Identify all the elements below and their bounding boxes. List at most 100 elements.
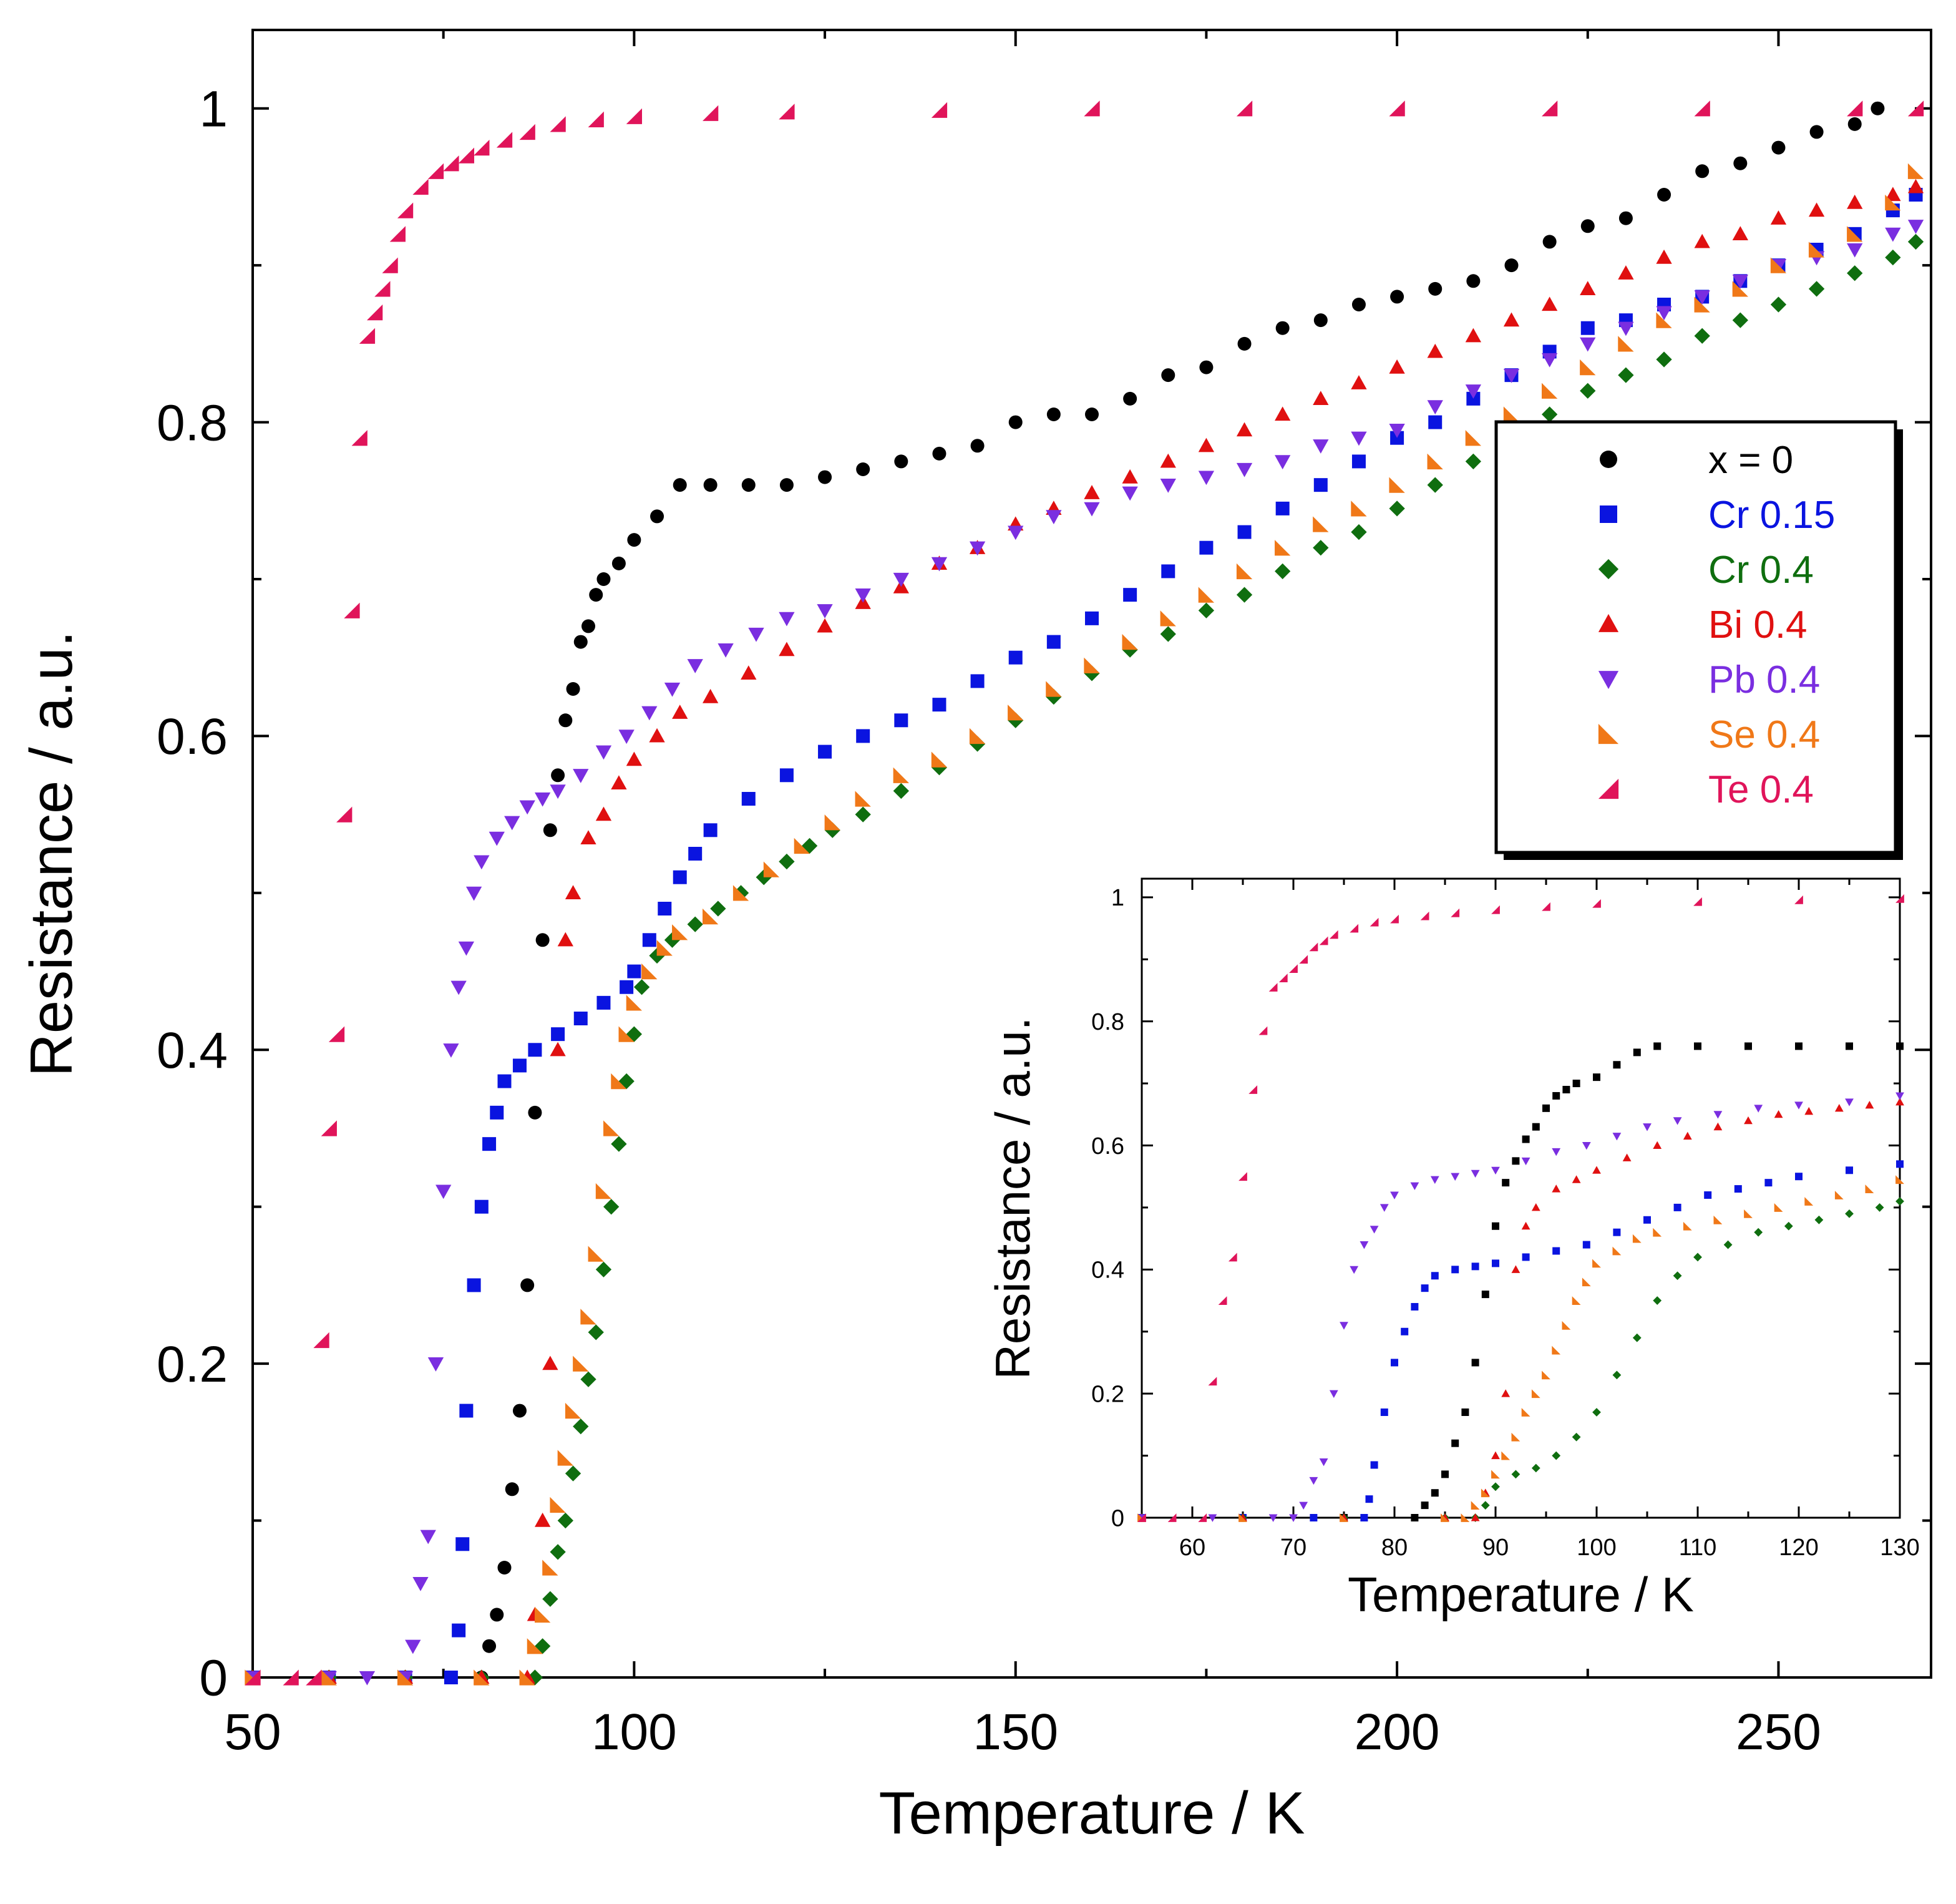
data-point-pb-0-4 xyxy=(1389,424,1405,438)
data-point-bi-0-4 xyxy=(1427,343,1443,358)
data-point-te-0-4 xyxy=(1390,914,1399,924)
data-point-cr-0-15 xyxy=(1764,1179,1773,1187)
data-point-cr-0-4 xyxy=(611,1136,627,1152)
y-tick-label: 0.6 xyxy=(157,708,228,765)
data-point-cr-0-15 xyxy=(1643,1216,1651,1224)
data-point-bi-0-4 xyxy=(1895,1098,1904,1106)
data-point-se-0-4 xyxy=(1122,633,1138,650)
data-point-te-0-4 xyxy=(366,304,383,321)
data-point-x-0 xyxy=(1313,313,1328,328)
data-point-cr-0-15 xyxy=(1360,1514,1368,1521)
data-point-bi-0-4 xyxy=(1531,1203,1540,1211)
data-point-pb-0-4 xyxy=(595,745,612,760)
data-point-se-0-4 xyxy=(1907,163,1924,179)
data-point-bi-0-4 xyxy=(1236,422,1253,437)
data-point-pb-0-4 xyxy=(450,980,467,995)
data-point-pb-0-4 xyxy=(474,855,490,870)
data-point-cr-0-15 xyxy=(741,792,756,806)
data-point-te-0-4 xyxy=(1248,1085,1258,1094)
data-point-x-0 xyxy=(1008,415,1023,429)
data-point-bi-0-4 xyxy=(817,618,833,633)
data-point-cr-0-15 xyxy=(1734,1185,1742,1193)
data-point-cr-0-15 xyxy=(573,1012,588,1025)
data-point-cr-0-4 xyxy=(1847,265,1863,281)
data-point-x-0 xyxy=(1085,408,1099,421)
data-point-se-0-4 xyxy=(1471,1501,1480,1510)
data-point-cr-0-15 xyxy=(497,1074,512,1088)
data-point-se-0-4 xyxy=(1491,1470,1500,1479)
data-point-cr-0-15 xyxy=(455,1537,470,1551)
data-point-te-0-4 xyxy=(1309,942,1318,952)
legend: x = 0 Cr 0.15 Cr 0.4 Bi 0.4 Pb 0.4 Se 0.4 Te 0… xyxy=(1494,420,1903,860)
data-point-pb-0-4 xyxy=(1160,479,1176,493)
data-point-pb-0-4 xyxy=(1885,227,1901,242)
data-point-se-0-4 xyxy=(588,1246,604,1262)
data-point-pb-0-4 xyxy=(489,831,505,846)
data-point-x-0 xyxy=(1613,1061,1621,1069)
data-point-se-0-4 xyxy=(641,963,658,980)
data-point-se-0-4 xyxy=(1236,563,1253,580)
data-point-cr-0-15 xyxy=(1199,540,1214,555)
data-point-se-0-4 xyxy=(1808,242,1825,258)
data-point-pb-0-4 xyxy=(1794,1101,1803,1110)
data-point-bi-0-4 xyxy=(611,775,627,789)
data-point-cr-0-15 xyxy=(1704,1191,1712,1199)
data-point-bi-0-4 xyxy=(1503,312,1520,327)
data-point-x-0 xyxy=(528,1105,542,1120)
data-point-cr-0-15 xyxy=(779,768,794,783)
data-point-se-0-4 xyxy=(969,728,986,745)
data-point-cr-0-4 xyxy=(550,1544,566,1560)
data-point-x-0 xyxy=(703,478,718,492)
data-point-cr-0-4 xyxy=(779,853,795,870)
data-point-cr-0-4 xyxy=(603,1199,620,1215)
y-tick-label: 1 xyxy=(1111,885,1124,911)
data-point-cr-0-4 xyxy=(1531,1463,1540,1473)
data-point-cr-0-15 xyxy=(1391,1359,1398,1367)
data-point-pb-0-4 xyxy=(1309,1477,1318,1485)
data-point-x-0 xyxy=(1275,321,1290,335)
data-point-te-0-4 xyxy=(336,806,353,823)
legend-marker-se-0-4 xyxy=(1598,723,1619,745)
data-point-se-0-4 xyxy=(1592,1259,1601,1268)
data-point-x-0 xyxy=(627,533,641,547)
data-point-bi-0-4 xyxy=(1713,1122,1723,1131)
data-point-pb-0-4 xyxy=(1580,337,1596,352)
data-point-cr-0-15 xyxy=(1008,650,1023,665)
data-point-se-0-4 xyxy=(1521,1408,1530,1417)
data-point-cr-0-15 xyxy=(818,745,832,759)
data-point-se-0-4 xyxy=(1481,1488,1490,1498)
data-point-se-0-4 xyxy=(1770,257,1787,273)
data-point-se-0-4 xyxy=(1008,705,1024,721)
data-point-cr-0-15 xyxy=(1123,588,1137,602)
data-point-te-0-4 xyxy=(1268,983,1278,992)
data-point-te-0-4 xyxy=(1451,908,1460,917)
data-point-te-0-4 xyxy=(1420,911,1429,920)
x-tick-label: 200 xyxy=(1355,1704,1440,1760)
data-point-pb-0-4 xyxy=(1430,1176,1439,1184)
data-point-pb-0-4 xyxy=(1643,1123,1652,1131)
data-point-pb-0-4 xyxy=(718,643,734,658)
data-point-cr-0-15 xyxy=(1085,611,1099,625)
data-point-cr-0-4 xyxy=(1754,1228,1763,1237)
data-point-x-0 xyxy=(1237,336,1252,351)
data-point-cr-0-4 xyxy=(580,1371,596,1387)
data-point-bi-0-4 xyxy=(1313,391,1329,405)
data-point-bi-0-4 xyxy=(1865,1100,1874,1109)
data-point-cr-0-4 xyxy=(1808,281,1825,297)
data-point-cr-0-15 xyxy=(1673,1203,1681,1211)
data-point-pb-0-4 xyxy=(1618,321,1634,336)
data-point-cr-0-4 xyxy=(1572,1432,1581,1442)
data-point-te-0-4 xyxy=(519,124,535,140)
data-point-bi-0-4 xyxy=(1521,1221,1530,1230)
data-point-te-0-4 xyxy=(1198,1513,1207,1522)
x-tick-label: 90 xyxy=(1482,1535,1509,1561)
legend-label-pb-0-4: Pb 0.4 xyxy=(1708,658,1820,701)
data-point-cr-0-4 xyxy=(1732,312,1748,328)
data-point-se-0-4 xyxy=(580,1309,596,1325)
data-point-se-0-4 xyxy=(702,908,719,925)
data-point-pb-0-4 xyxy=(618,730,635,745)
data-point-pb-0-4 xyxy=(1451,1173,1460,1181)
data-point-te-0-4 xyxy=(283,1669,299,1686)
data-point-te-0-4 xyxy=(1389,100,1405,117)
series-te-0-4 xyxy=(245,100,1924,1686)
